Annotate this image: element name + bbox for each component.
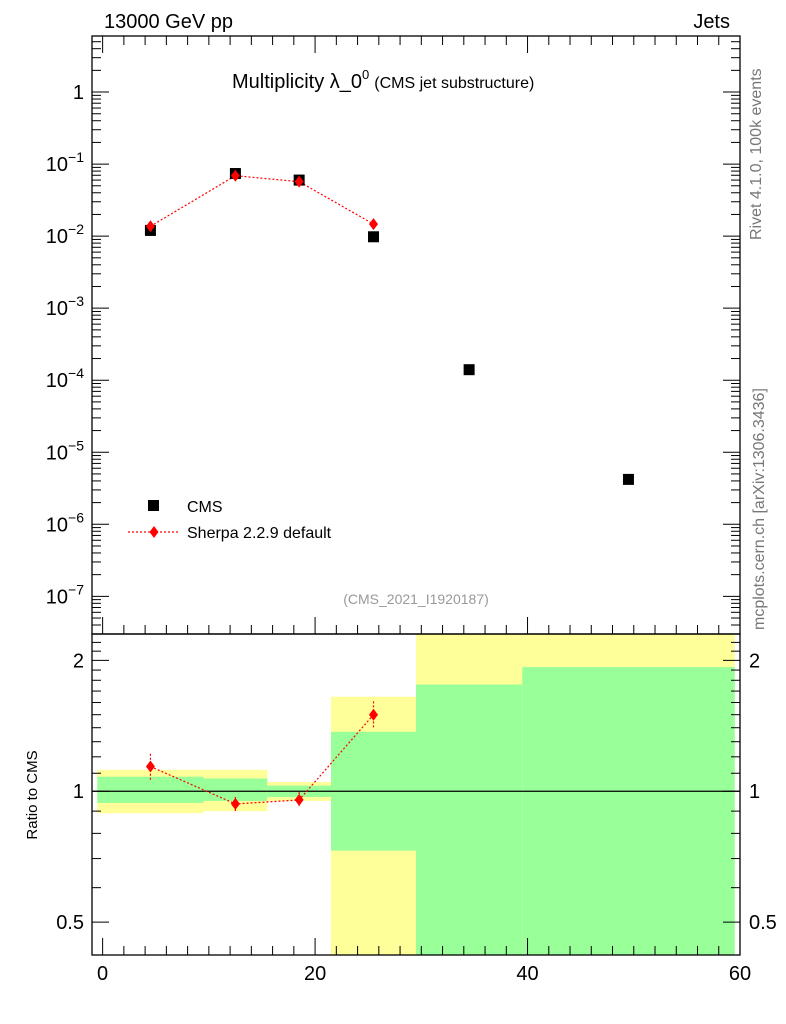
main-ytick-label-7: 10−7	[46, 581, 84, 608]
main-ytick-label-4: 10−4	[46, 365, 84, 392]
legend-cms-marker	[148, 500, 159, 511]
plot-title-sup: 0	[362, 67, 369, 82]
ratio-ytick-label-right-0: 0.5	[749, 912, 777, 934]
ratio-xtick-label-3: 60	[729, 963, 751, 985]
ratio-xtick-label-0: 0	[97, 963, 108, 985]
ratio-point-1	[230, 797, 240, 810]
ratio-ytick-label-right-2: 2	[749, 650, 760, 672]
sherpa-point-3	[369, 218, 379, 231]
ratio-point-2	[294, 793, 304, 806]
cms-point-4	[463, 364, 475, 376]
header-left: 13000 GeV pp	[104, 11, 233, 33]
ratio-plot-marks	[92, 701, 740, 812]
ratio-ytick-label-right-1: 1	[749, 781, 760, 803]
rivet-label: Rivet 4.1.0, 100k events	[748, 68, 765, 240]
ratio-band-inner-4	[416, 684, 523, 955]
legend-sherpa-marker	[149, 526, 159, 538]
main-frame	[91, 35, 741, 635]
sherpa-line	[150, 175, 374, 227]
ratio-ytick-label-2: 2	[73, 650, 84, 672]
sherpa-point-1	[230, 169, 240, 182]
sherpa-point-2	[294, 175, 304, 188]
ratio-band-inner-0	[97, 776, 204, 803]
sherpa-point-0	[145, 220, 155, 233]
main-ytick-label-3: 10−3	[46, 293, 84, 320]
header-right: Jets	[693, 11, 730, 33]
analysis-id: (CMS_2021_I1920187)	[343, 591, 489, 607]
main-ytick-label-1: 10−1	[46, 149, 84, 176]
main-ytick-label-2: 10−2	[46, 221, 84, 248]
main-ytick-label-6: 10−6	[46, 509, 84, 536]
ratio-sherpa-line	[150, 714, 374, 805]
ratio-band-inner-1	[203, 778, 268, 801]
ratio-xtick-label-2: 40	[516, 963, 538, 985]
main-ytick-label-5: 10−5	[46, 437, 84, 464]
ratio-frame	[91, 633, 741, 956]
ratio-point-3	[369, 708, 379, 721]
ratio-band-inner-5	[522, 667, 735, 955]
ratio-ytick-label-1: 1	[73, 781, 84, 803]
mcplots-label: mcplots.cern.ch [arXiv:1306.3436]	[751, 388, 768, 630]
ratio-point-0	[145, 760, 155, 773]
main-plot-marks	[144, 168, 634, 485]
plot-title: Multiplicity λ_00 (CMS jet substructure)	[232, 67, 534, 93]
ratio-ytick-label-0: 0.5	[56, 912, 84, 934]
ratio-bands	[97, 634, 735, 955]
ratio-ylabel: Ratio to CMS	[24, 750, 41, 839]
axes: 110−110−210−310−410−510−610−70 20 40 600.5 0…	[46, 35, 777, 985]
ratio-xtick-label-1: 20	[304, 963, 326, 985]
plot-title-main: Multiplicity λ_0	[232, 71, 362, 93]
legend: CMS Sherpa 2.2.9 default	[128, 499, 332, 542]
main-ytick-label-0: 1	[73, 82, 84, 104]
legend-cms-label: CMS	[187, 499, 223, 516]
cms-point-3	[368, 231, 380, 243]
plot-title-sub: (CMS jet substructure)	[374, 75, 534, 92]
cms-point-5	[622, 473, 634, 485]
legend-sherpa-label: Sherpa 2.2.9 default	[187, 525, 332, 542]
